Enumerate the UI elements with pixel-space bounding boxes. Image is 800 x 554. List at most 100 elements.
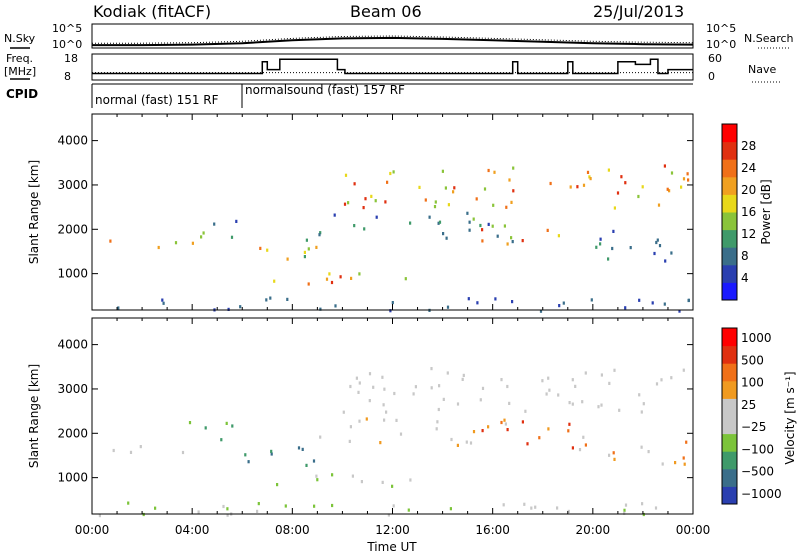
x-tick-label: 16:00 [475, 523, 510, 537]
scatter-cell [461, 377, 464, 381]
scatter-cell [521, 239, 524, 243]
scatter-cell [395, 418, 398, 422]
scatter-cell [353, 182, 356, 186]
colorbar-tick-label: 20 [741, 183, 756, 197]
scatter-cell [349, 384, 352, 389]
colorbar-tick-label: −1000 [741, 487, 782, 501]
y-tick-label: 1000 [57, 471, 88, 485]
scatter-cell [286, 257, 289, 261]
scatter-cell [382, 403, 385, 407]
scatter-cell [487, 222, 490, 226]
scatter-cell [534, 505, 537, 509]
scatter-cell [375, 215, 378, 219]
freq-label-line1: Freq. [6, 52, 33, 65]
scatter-cell [315, 474, 318, 478]
colorbar-swatch [722, 398, 737, 417]
scatter-cell [541, 379, 544, 383]
scatter-cell [483, 187, 487, 191]
scatter-cell [305, 463, 308, 467]
scatter-cell [319, 307, 322, 311]
scatter-cell [581, 400, 584, 404]
velocity-x-ticks: 00:00 04:00 08:00 12:00 16:00 20:00 00:00 [75, 318, 710, 537]
scatter-cell [578, 448, 582, 452]
scatter-cell [548, 388, 551, 392]
scatter-cell [571, 446, 574, 450]
scatter-cell [655, 382, 659, 386]
scatter-cell [365, 417, 368, 421]
power-ylabel: Slant Range [km] [27, 160, 41, 264]
colorbar-swatch [722, 451, 737, 470]
colorbar-tick-label: −25 [741, 420, 766, 434]
scatter-cell [362, 206, 365, 210]
scatter-cell [670, 376, 673, 380]
scatter-cell [139, 445, 142, 449]
scatter-cell [330, 280, 334, 285]
scatter-cell [624, 306, 627, 310]
scatter-cell [500, 420, 503, 425]
scatter-cell [200, 235, 203, 239]
scatter-cell [117, 306, 120, 310]
scatter-cell [600, 373, 603, 377]
noise-tick-left-low: 10^0 [52, 38, 82, 51]
y-tick-label: 3000 [57, 382, 88, 396]
scatter-cell [343, 202, 347, 206]
scatter-cell [331, 503, 334, 508]
scatter-cell [494, 297, 497, 301]
scatter-cell [364, 197, 367, 201]
power-x-ticks [91, 114, 694, 310]
colorbar-tick-label: 25 [741, 398, 756, 412]
scatter-cell [230, 235, 234, 239]
scatter-cell [358, 381, 361, 385]
scatter-cell [641, 502, 644, 506]
power-colorbar-label: Power [dB] [759, 179, 773, 244]
y-tick-label: 2000 [57, 426, 88, 440]
scatter-cell [414, 385, 417, 389]
scatter-cell [270, 449, 273, 453]
scatter-cell [297, 446, 301, 450]
scatter-cell [492, 203, 495, 207]
scatter-cell [305, 238, 308, 242]
scatter-cell [508, 178, 511, 182]
scatter-cell [456, 402, 460, 406]
colorbar-frame [721, 327, 738, 505]
date-title: 25/Jul/2013 [593, 2, 684, 21]
colorbar-tick-label: 16 [741, 205, 756, 219]
y-tick-label: 3000 [57, 178, 88, 192]
colorbar-swatch [722, 282, 737, 301]
time-axis-label: Time UT [366, 540, 417, 554]
colorbar-swatch [722, 247, 737, 266]
colorbar-tick-label: 100 [741, 376, 764, 390]
scatter-cell [651, 301, 654, 305]
noise-panel: N.Sky 10^5 10^0 10^5 10^0 N.Search [4, 22, 794, 51]
scatter-cell [342, 410, 345, 414]
scatter-cell [620, 175, 623, 179]
scatter-cell [437, 407, 440, 412]
scatter-cell [597, 405, 600, 409]
scatter-cell [350, 276, 353, 280]
scatter-cell [687, 178, 690, 182]
scatter-cell [505, 205, 508, 209]
colorbar-tick-label: 1000 [741, 331, 772, 345]
scatter-cell [670, 251, 673, 255]
colorbar-swatch [722, 141, 737, 160]
scatter-cell [547, 376, 550, 380]
scatter-cell [607, 257, 610, 261]
scatter-cell [588, 175, 591, 179]
colorbar-swatch [722, 159, 737, 178]
scatter-cell [276, 483, 279, 487]
scatter-cell [558, 304, 561, 308]
scatter-cell [506, 428, 509, 432]
scatter-cell [247, 460, 250, 464]
freq-tick-low: 8 [64, 70, 71, 83]
scatter-cell [441, 169, 444, 173]
scatter-cell [599, 237, 602, 241]
scatter-cell [328, 272, 331, 276]
scatter-cell [571, 378, 574, 382]
x-tick-label: 08:00 [275, 523, 310, 537]
scatter-cell [259, 246, 262, 250]
scatter-cell [392, 170, 395, 174]
noise-tick-right-low: 10^0 [706, 38, 736, 51]
scatter-cell [510, 200, 513, 204]
colorbar-tick-label: 4 [741, 271, 749, 285]
scatter-cell [226, 507, 229, 511]
